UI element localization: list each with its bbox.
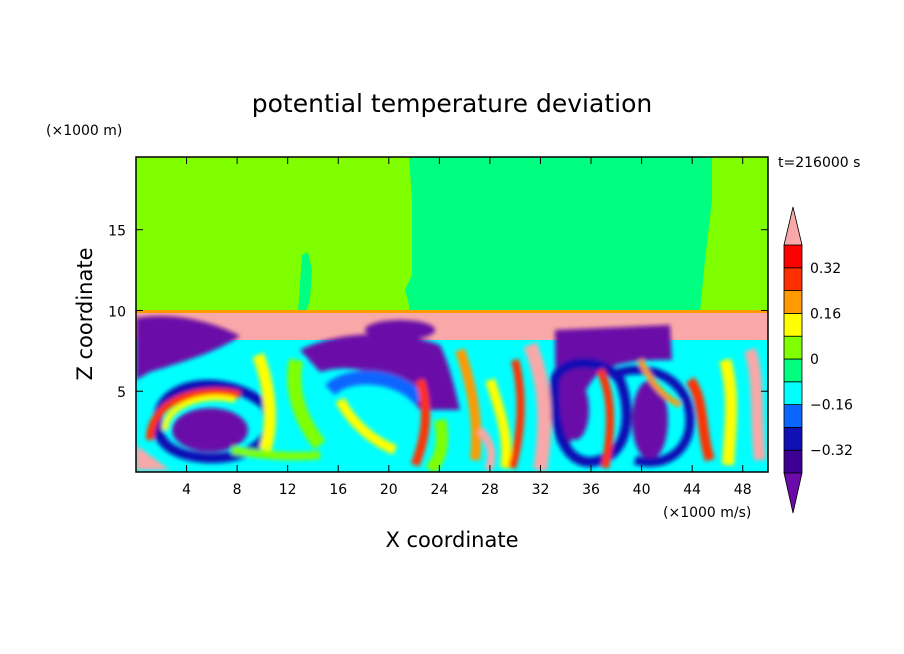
x-tick-label: 32 xyxy=(532,482,550,498)
colorbar-label: −0.32 xyxy=(810,443,853,459)
y-axis: 5 10 15 xyxy=(108,224,768,401)
plot-field xyxy=(136,157,768,472)
colorbar-bin xyxy=(783,426,803,451)
upper-layer-green-region xyxy=(405,157,712,312)
y-tick-label: 10 xyxy=(108,304,126,320)
x-tick-label: 44 xyxy=(683,482,701,498)
chart-title: potential temperature deviation xyxy=(252,89,652,118)
x-tick-label: 24 xyxy=(430,482,448,498)
x-tick-label: 8 xyxy=(233,482,242,498)
x-axis: 4 8 12 16 20 24 28 32 36 40 44 48 xyxy=(182,157,752,498)
x-axis-label: X coordinate xyxy=(385,528,518,552)
x-tick-label: 4 xyxy=(182,482,191,498)
x-tick-label: 20 xyxy=(380,482,398,498)
colorbar-bin xyxy=(783,335,803,360)
colorbar-label: −0.16 xyxy=(810,398,853,414)
colorbar-label: 0.16 xyxy=(810,306,841,322)
colorbar-label: 0 xyxy=(810,352,819,368)
y-tick-label: 5 xyxy=(117,385,126,401)
stable-layer-band xyxy=(136,310,768,314)
colorbar: 0.32 0.16 0 −0.16 −0.32 xyxy=(783,206,853,514)
colorbar-bin xyxy=(783,312,803,337)
colorbar-bin xyxy=(783,381,803,405)
colorbar-bin xyxy=(783,449,803,474)
colorbar-max-arrow xyxy=(783,206,803,246)
y-axis-label: Z coordinate xyxy=(73,247,97,380)
time-label: t=216000 s xyxy=(778,155,860,171)
x-tick-label: 28 xyxy=(481,482,499,498)
colorbar-bin xyxy=(783,290,803,314)
x-unit-label: (×1000 m/s) xyxy=(663,505,751,521)
lower-layer-blobs xyxy=(136,316,766,472)
y-unit-label: (×1000 m) xyxy=(46,123,122,139)
upper-layer-green-streak xyxy=(298,252,312,312)
colorbar-bin xyxy=(783,267,803,291)
plot-frame xyxy=(135,156,769,473)
colorbar-bin xyxy=(783,358,803,383)
x-tick-label: 48 xyxy=(734,482,752,498)
colorbar-min-arrow xyxy=(783,472,803,514)
colorbar-bin xyxy=(783,404,803,428)
colorbar-label: 0.32 xyxy=(810,261,841,277)
colorbar-bin xyxy=(783,244,803,269)
x-tick-label: 12 xyxy=(279,482,297,498)
x-tick-label: 36 xyxy=(582,482,600,498)
x-tick-label: 16 xyxy=(329,482,347,498)
x-tick-label: 40 xyxy=(633,482,651,498)
y-tick-label: 15 xyxy=(108,224,126,240)
